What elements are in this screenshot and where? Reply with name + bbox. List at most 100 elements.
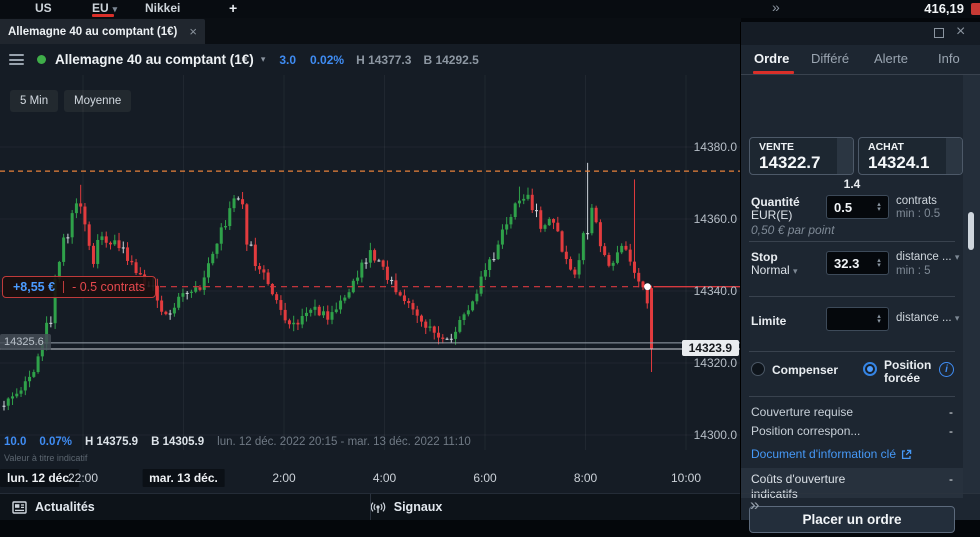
- maximize-icon[interactable]: [934, 28, 944, 38]
- stop-input[interactable]: [827, 252, 878, 274]
- forced-position-label-2[interactable]: forcée: [884, 371, 921, 385]
- alert-badge[interactable]: [971, 3, 980, 15]
- margin-required-label: Couverture requise: [751, 405, 854, 419]
- top-tab-bar: US EU ▾ Nikkei + » 416,19: [0, 0, 980, 18]
- stop-type-value: Normal: [751, 263, 790, 277]
- quantity-stepper[interactable]: ▴ ▾: [877, 201, 881, 213]
- buy-price: 14324.1: [868, 153, 930, 172]
- limit-stepper[interactable]: ▴ ▾: [877, 313, 881, 325]
- limit-distance-value: distance ...: [896, 312, 952, 324]
- quantity-input[interactable]: [827, 196, 878, 218]
- range-high: H 14375.9: [85, 436, 139, 448]
- time-axis-label: 2:00: [272, 471, 296, 485]
- chevron-down-icon: ▾: [112, 4, 118, 14]
- stop-input-box: ▴▾: [826, 251, 889, 275]
- limit-label: Limite: [751, 314, 787, 328]
- per-point-note: 0,50 € par point: [751, 223, 835, 237]
- limit-input-box: ▴ ▾: [826, 307, 889, 331]
- chevron-down-icon: ▾: [793, 266, 798, 276]
- position-pnl: +8,55 €: [13, 280, 56, 294]
- collapse-right-icon[interactable]: »: [772, 0, 780, 15]
- active-tab-underline: [753, 71, 794, 74]
- order-ticket-panel: × Ordre Différé Alerte Info VENTE 14322.…: [740, 22, 980, 533]
- buy-button[interactable]: ACHAT 14324.1: [858, 137, 963, 175]
- workspace-tab-us[interactable]: US: [35, 1, 52, 15]
- sell-button-strip: [837, 138, 853, 174]
- offset-radio[interactable]: [751, 362, 765, 376]
- average-button[interactable]: Moyenne: [64, 90, 132, 112]
- margin-required-value: -: [949, 405, 953, 419]
- indicative-value-note: Valeur à titre indicatif: [4, 453, 88, 463]
- limit-input[interactable]: [827, 308, 878, 330]
- chart-tab-title: Allemagne 40 au comptant (1€): [8, 25, 178, 38]
- newspaper-icon: [12, 500, 27, 514]
- quantity-unit: contrats: [896, 195, 937, 207]
- forced-position-label-1[interactable]: Position: [884, 358, 932, 372]
- timeframe-button[interactable]: 5 Min: [10, 90, 59, 112]
- workspace-tab-eu[interactable]: EU ▾: [92, 1, 117, 15]
- account-value: 416,19: [924, 1, 964, 16]
- panel-body: VENTE 14322.7 ACHAT 14324.1 1.4 Quantité…: [741, 75, 963, 533]
- quantity-currency: EUR(E): [751, 208, 793, 222]
- panel-scrollbar-thumb[interactable]: [968, 212, 974, 250]
- candlestick-chart[interactable]: [0, 75, 741, 450]
- document-tab-strip: Allemagne 40 au comptant (1€) ×: [0, 18, 741, 44]
- opening-costs-label-2: indicatifs: [751, 487, 798, 498]
- panel-footer: »: [741, 493, 980, 520]
- range-dates: lun. 12 déc. 2022 20:15 - mar. 13 déc. 2…: [217, 436, 471, 448]
- workspace-tab-us-label: US: [35, 1, 52, 15]
- quantity-min: min : 0.5: [896, 208, 941, 220]
- sell-button[interactable]: VENTE 14322.7: [749, 137, 854, 175]
- level-label-left: 14325.6: [0, 334, 51, 350]
- spread-value: 1.4: [843, 177, 861, 191]
- news-label: Actualités: [35, 500, 95, 514]
- time-axis[interactable]: lun. 12 déc. 22:00 mar. 13 déc. 2:00 4:00 6:0…: [0, 469, 741, 493]
- tab-differe[interactable]: Différé: [811, 51, 850, 66]
- key-information-link[interactable]: Document d'information clé: [751, 447, 912, 461]
- stop-distance-select[interactable]: distance ... ▾: [896, 251, 959, 263]
- panel-tabs: Ordre Différé Alerte Info: [741, 45, 980, 75]
- limit-distance-select[interactable]: distance ... ▾: [896, 312, 959, 324]
- buy-label: ACHAT: [868, 141, 904, 153]
- dock-divider: [370, 494, 371, 520]
- signals-label: Signaux: [393, 500, 443, 514]
- tab-info[interactable]: Info: [938, 51, 960, 66]
- range-change: 10.0: [4, 436, 27, 448]
- open-position-flag[interactable]: +8,55 € - 0.5 contrats: [2, 276, 157, 298]
- position-size: - 0.5 contrats: [72, 280, 146, 294]
- close-icon[interactable]: ×: [189, 24, 197, 39]
- chevron-down-icon[interactable]: ▾: [260, 54, 266, 64]
- forced-position-radio[interactable]: [863, 362, 877, 376]
- chevron-down-icon: ▾: [954, 313, 960, 323]
- range-low: B 14305.9: [151, 436, 205, 448]
- workspace-tab-nikkei[interactable]: Nikkei: [145, 1, 180, 15]
- divider: [749, 396, 955, 397]
- panel-scrollbar-track[interactable]: [963, 75, 980, 493]
- expand-panel-icon[interactable]: »: [750, 495, 760, 514]
- stop-stepper[interactable]: ▴ ▾: [877, 257, 881, 269]
- stop-type-select[interactable]: Normal ▾: [751, 263, 798, 277]
- time-axis-label: 8:00: [573, 471, 598, 485]
- margin-required-row: Couverture requise -: [751, 405, 953, 419]
- chevron-down-icon: ▾: [954, 252, 960, 262]
- chart-document-tab[interactable]: Allemagne 40 au comptant (1€) ×: [0, 19, 205, 44]
- add-workspace-button[interactable]: +: [229, 0, 238, 16]
- workspace-tab-eu-label: EU: [92, 1, 109, 15]
- sell-price: 14322.7: [759, 153, 821, 172]
- place-order-button[interactable]: Placer un ordre: [749, 506, 955, 533]
- divider: [749, 351, 955, 352]
- signals-dock-button[interactable]: Signaux: [370, 500, 443, 514]
- close-icon[interactable]: ×: [956, 23, 966, 40]
- hamburger-menu-icon[interactable]: [9, 54, 24, 65]
- time-axis-label: 6:00: [473, 471, 497, 485]
- external-link-icon: [901, 449, 912, 459]
- tab-alerte[interactable]: Alerte: [874, 51, 908, 66]
- offset-radio-label[interactable]: Compenser: [772, 363, 839, 377]
- tab-ordre[interactable]: Ordre: [754, 51, 790, 66]
- signal-icon: [370, 501, 385, 513]
- buy-button-strip: [946, 138, 962, 174]
- info-icon[interactable]: i: [939, 362, 954, 377]
- time-axis-label: 10:00: [670, 471, 702, 485]
- news-dock-button[interactable]: Actualités: [12, 500, 95, 514]
